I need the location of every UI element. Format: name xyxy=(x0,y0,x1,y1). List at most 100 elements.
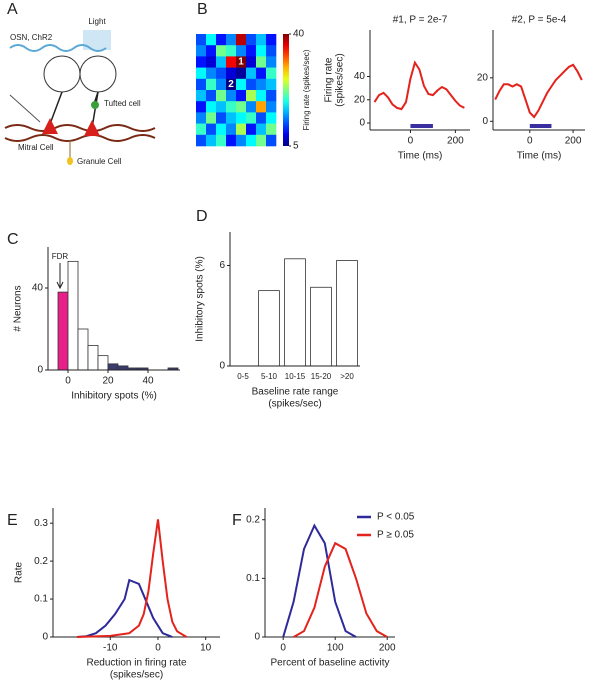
electrode xyxy=(9,94,41,123)
tufted-label: Tufted cell xyxy=(104,99,141,108)
series-line xyxy=(76,578,173,638)
heat-cell xyxy=(256,112,267,124)
heat-cell xyxy=(226,34,237,46)
heat-cell xyxy=(226,101,237,113)
heat-cell xyxy=(236,34,247,46)
x-axis-label: (spikes/sec) xyxy=(268,399,321,410)
mitral-cells xyxy=(42,118,100,136)
panel-letter: A xyxy=(7,1,18,18)
heat-cell xyxy=(236,45,247,57)
tufted-cell xyxy=(91,101,99,109)
heat-cell xyxy=(216,34,227,46)
histogram-bar xyxy=(107,363,119,371)
heat-cell xyxy=(216,78,227,91)
x-tick-label: 0 xyxy=(65,376,71,387)
series-line xyxy=(282,523,357,638)
heat-cell xyxy=(266,78,277,91)
y-tick-label: 0.2 xyxy=(246,514,260,525)
y-axis-label: (spikes/sec) xyxy=(335,53,346,106)
heat-cell xyxy=(216,101,227,113)
heat-cell xyxy=(226,67,237,80)
heat-cell xyxy=(206,67,217,80)
heat-cell xyxy=(216,45,227,57)
heat-cell xyxy=(216,112,227,124)
heat-cell xyxy=(256,123,267,136)
x-axis-label: Time (ms) xyxy=(517,151,562,162)
osn-label: OSN, ChR2 xyxy=(10,33,53,42)
heat-cell xyxy=(266,67,277,80)
y-tick-label: 40 xyxy=(354,71,366,82)
heat-cell xyxy=(226,78,237,91)
x-tick-label: 5-10 xyxy=(261,372,278,381)
x-tick-label: 0 xyxy=(280,643,286,654)
heat-cell xyxy=(196,101,207,113)
heat-cell xyxy=(246,67,257,80)
y-tick-label: 0 xyxy=(42,632,48,643)
y-tick-label: 0 xyxy=(359,118,365,129)
y-tick-label: 0 xyxy=(219,361,225,372)
heat-cell xyxy=(196,123,207,136)
heat-cell xyxy=(246,78,257,91)
cell-label: 1 xyxy=(238,57,244,68)
heat-cell xyxy=(246,134,257,147)
heat-cell xyxy=(266,112,277,124)
heat-cell xyxy=(246,112,257,124)
granule-cell xyxy=(67,157,73,165)
histogram-bar xyxy=(57,291,69,371)
y-tick-label: 0.1 xyxy=(246,573,260,584)
heat-cell xyxy=(196,90,207,102)
histogram-bar xyxy=(87,344,99,371)
x-axis-label: Baseline rate range xyxy=(252,387,339,398)
heat-cell xyxy=(196,67,207,80)
heat-cell xyxy=(226,112,237,124)
x-tick-label: 10 xyxy=(200,643,212,654)
histogram-bar xyxy=(77,328,89,371)
bar xyxy=(258,290,280,367)
heat-cell xyxy=(216,90,227,102)
heat-cell xyxy=(206,34,217,46)
chart-title: #2, P = 5e-4 xyxy=(512,15,567,26)
heat-cell xyxy=(256,78,267,91)
granule-processes xyxy=(4,124,156,142)
annotation-arrowhead xyxy=(56,281,64,290)
heat-cell xyxy=(256,34,267,46)
heat-cell xyxy=(256,134,267,147)
heat-cell xyxy=(216,134,227,147)
heat-cell xyxy=(216,67,227,80)
series-line xyxy=(494,63,583,119)
heat-cell xyxy=(236,56,247,68)
heat-cell xyxy=(206,45,217,57)
heat-cell xyxy=(196,134,207,147)
heat-cell xyxy=(226,134,237,147)
x-tick-label: 15-20 xyxy=(311,372,332,381)
heat-cell xyxy=(236,112,247,124)
x-tick-label: 0 xyxy=(155,643,161,654)
x-tick-label: 40 xyxy=(142,376,154,387)
light-beam xyxy=(83,30,111,50)
heat-cell xyxy=(216,123,227,136)
heat-cell xyxy=(206,56,217,68)
x-tick-label: 200 xyxy=(379,643,396,654)
heat-cell xyxy=(266,45,277,57)
heat-cell xyxy=(256,56,267,68)
x-tick-label: -10 xyxy=(103,643,118,654)
heat-cell xyxy=(236,123,247,136)
panel-letter: B xyxy=(197,1,208,18)
heat-cell xyxy=(226,90,237,102)
bar xyxy=(336,260,358,367)
mitral-label: Mitral Cell xyxy=(18,143,54,152)
chart-title: #1, P = 2e-7 xyxy=(393,15,448,26)
y-axis-label: Rate xyxy=(14,562,25,584)
heat-cell xyxy=(266,134,277,147)
glomerulus xyxy=(43,55,81,93)
histogram-bar xyxy=(67,260,79,371)
colorbar xyxy=(283,34,289,146)
heat-cell xyxy=(246,90,257,102)
y-tick-label: 40 xyxy=(32,283,44,294)
series-line xyxy=(373,60,465,111)
osn-fibers xyxy=(9,44,107,52)
y-axis-label: Firing rate xyxy=(324,57,335,102)
heat-cell xyxy=(196,45,207,57)
heat-cell xyxy=(256,45,267,57)
x-tick-label: 0-5 xyxy=(237,372,249,381)
